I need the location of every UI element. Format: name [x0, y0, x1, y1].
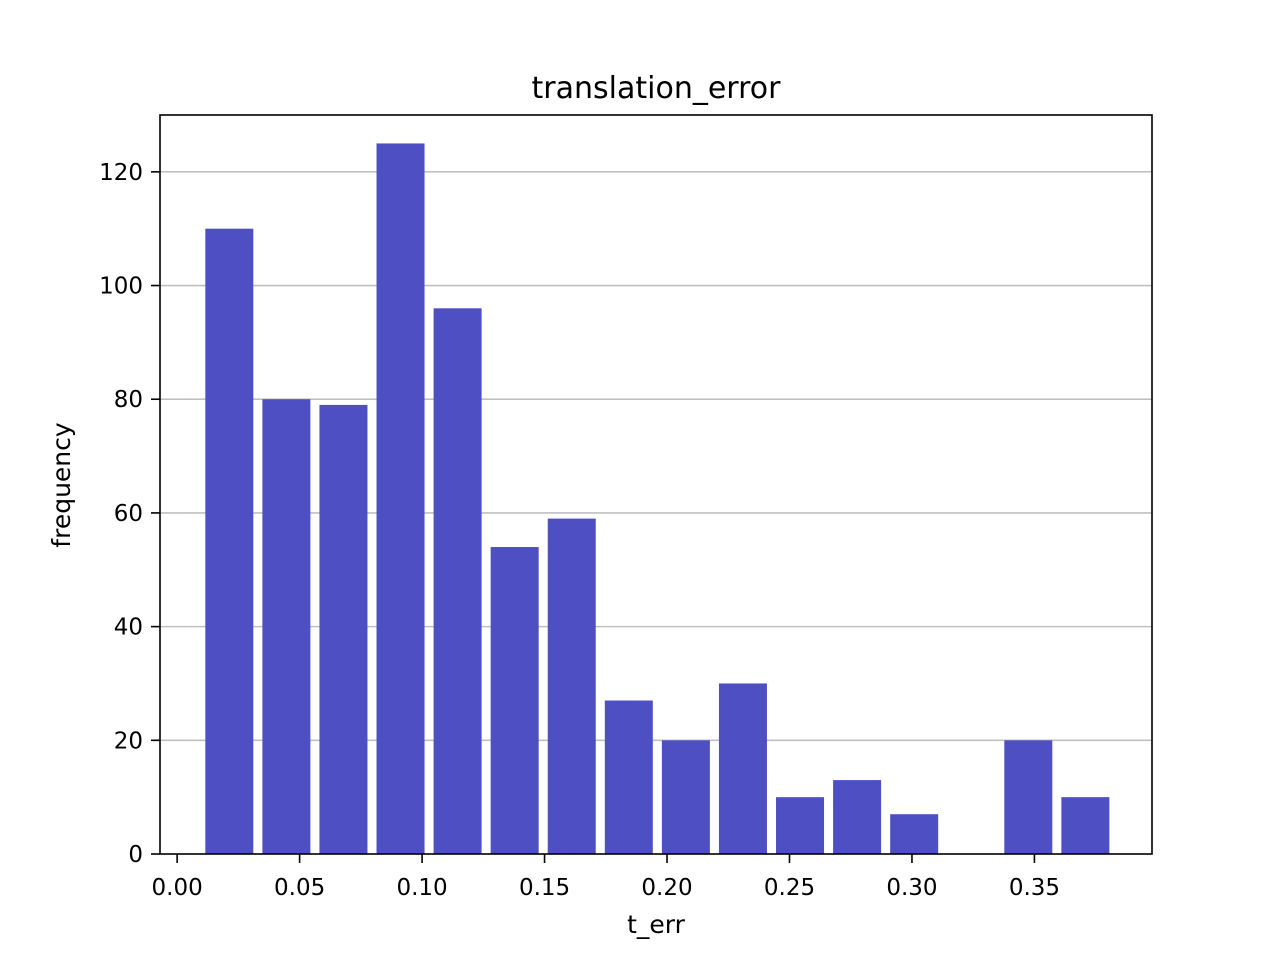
- chart-title: translation_error: [532, 71, 782, 106]
- y-tick-label: 120: [99, 160, 143, 186]
- x-tick-label: 0.25: [764, 875, 815, 901]
- y-tick-label: 40: [114, 615, 143, 641]
- bar-0: [205, 228, 254, 854]
- bar-5: [490, 547, 539, 854]
- bar-6: [547, 518, 596, 854]
- x-tick-label: 0.30: [886, 875, 937, 901]
- x-axis-label: t_err: [627, 910, 686, 939]
- y-tick-label: 0: [128, 842, 143, 868]
- bar-2: [319, 404, 368, 854]
- y-tick-label: 100: [99, 274, 143, 300]
- y-axis-ticks: 0 20 40 60 80 100 120: [99, 160, 160, 868]
- bar-14: [1004, 740, 1053, 854]
- x-tick-label: 0.05: [274, 875, 325, 901]
- y-tick-label: 80: [114, 387, 143, 413]
- bar-10: [776, 797, 825, 854]
- bar-12: [890, 814, 939, 854]
- y-tick-label: 20: [114, 728, 143, 754]
- x-tick-label: 0.00: [152, 875, 203, 901]
- bar-4: [433, 308, 482, 854]
- bars: [205, 143, 1110, 854]
- bar-8: [661, 740, 710, 854]
- bar-15: [1061, 797, 1110, 854]
- bar-9: [718, 683, 767, 854]
- x-tick-label: 0.35: [1009, 875, 1060, 901]
- bar-3: [376, 143, 425, 854]
- x-tick-label: 0.10: [396, 875, 447, 901]
- bar-11: [833, 780, 882, 854]
- bar-7: [604, 700, 653, 854]
- y-axis-label: frequency: [47, 422, 76, 548]
- plot-frame: [159, 114, 1153, 855]
- x-axis-ticks: 0.00 0.05 0.10 0.15 0.20 0.25 0.30 0.35: [152, 854, 1060, 901]
- bar-1: [262, 399, 311, 854]
- y-tick-label: 60: [114, 501, 143, 527]
- x-tick-label: 0.15: [519, 875, 570, 901]
- x-tick-label: 0.20: [641, 875, 692, 901]
